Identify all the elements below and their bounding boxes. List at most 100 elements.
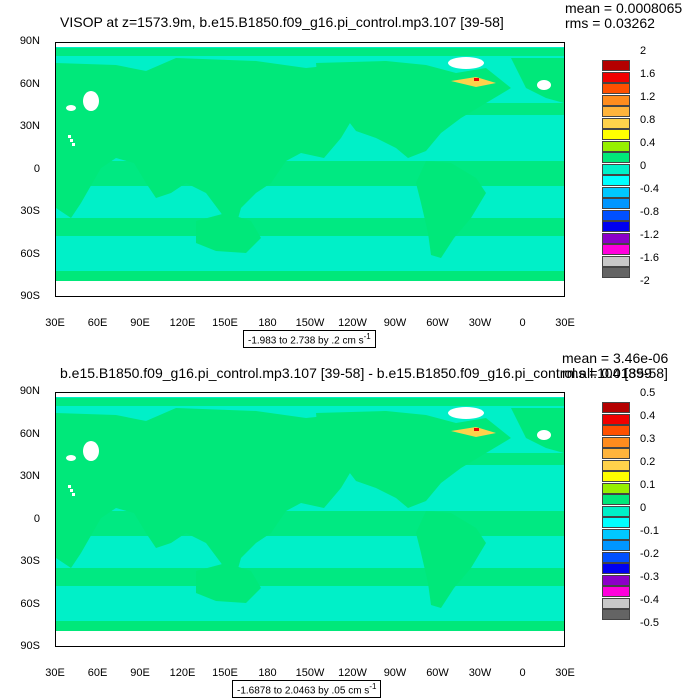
lon-tick-label: 120W	[338, 667, 367, 679]
lon-tick-label: 90E	[130, 667, 150, 679]
lat-tick-label: 90S	[20, 640, 40, 652]
anomaly-peak	[474, 78, 479, 81]
ice-patch	[537, 430, 551, 440]
ice-dot	[72, 493, 75, 496]
lat-tick-label: 90S	[20, 290, 40, 302]
lon-tick-label: 30W	[468, 317, 492, 329]
colorbar-swatch	[602, 267, 630, 278]
colorbar-swatch	[602, 71, 630, 83]
colorbar-swatch	[602, 244, 630, 255]
anomaly-peak	[474, 428, 479, 431]
colorbar-label: -0.1	[640, 525, 659, 537]
colorbar-swatch	[602, 609, 630, 620]
colorbar-swatch	[602, 540, 630, 551]
colorbar-swatch	[602, 482, 630, 494]
lat-tick-label: 60S	[20, 597, 40, 610]
colorbar-swatch	[602, 198, 630, 209]
ocean-band	[56, 398, 564, 406]
lat-tick-label: 30S	[20, 205, 40, 217]
lat-tick-label: 90N	[19, 35, 40, 47]
missing-data-south	[56, 281, 564, 296]
colorbar-label: 0.4	[640, 410, 656, 422]
colorbar-label: -0.4	[640, 183, 659, 195]
colorbar-label: -0.8	[640, 206, 659, 218]
ocean-band	[56, 48, 564, 56]
lon-tick-label: 30W	[468, 667, 492, 679]
colorbar-label: 1.6	[640, 68, 656, 80]
lon-tick-label: 30E	[45, 317, 65, 329]
colorbar-swatch	[602, 186, 630, 198]
lat-tick-label: 0	[33, 162, 40, 175]
lon-tick-label: 0	[519, 317, 526, 329]
lon-tick-label: 90W	[383, 667, 407, 679]
ocean-band	[56, 568, 564, 586]
mean-value: mean = 0.0008065	[565, 0, 683, 16]
colorbar-label: 0.4	[640, 137, 656, 149]
lon-tick-label: 150E	[212, 667, 238, 679]
colorbar-swatch	[602, 402, 630, 413]
ice-dot	[70, 489, 73, 492]
colorbar-swatch	[602, 94, 630, 106]
lat-tick-label: 90N	[19, 385, 40, 397]
panel-title: VISOP at z=1573.9m, b.e15.B1850.f09_g16.…	[60, 14, 504, 30]
land-mass	[56, 408, 396, 583]
colorbar-swatch	[602, 175, 630, 186]
colorbar-label: -0.2	[640, 548, 659, 560]
contour-range-text: -1.983 to 2.738 by .2 cm s	[248, 335, 364, 347]
colorbar-swatch	[602, 255, 630, 267]
lat-tick-label: 60S	[20, 247, 40, 260]
colorbar-label: 0.2	[640, 456, 656, 468]
colorbar-label: -0.3	[640, 571, 659, 583]
land-mass	[511, 408, 564, 453]
map-svg	[56, 43, 564, 296]
map-svg	[56, 393, 564, 646]
panel-title: b.e15.B1850.f09_g16.pi_control.mp3.107 […	[60, 365, 668, 381]
ice-patch	[66, 455, 76, 461]
lon-tick-label: 30E	[555, 667, 575, 679]
ice-patch	[83, 91, 99, 111]
lon-tick-label: 120E	[169, 667, 196, 679]
panel-top: VISOP at z=1573.9m, b.e15.B1850.f09_g16.…	[19, 0, 683, 349]
colorbar-swatch	[602, 517, 630, 528]
ice-dot	[72, 143, 75, 146]
lon-tick-label: 150W	[295, 667, 325, 679]
colorbar-label: -0.4	[640, 594, 659, 606]
colorbar-label: -1.2	[640, 229, 659, 241]
colorbar-label: 2	[640, 45, 647, 57]
land-mass	[196, 563, 261, 603]
mean-value: mean = 3.46e-06	[562, 350, 669, 366]
colorbar-swatch	[602, 413, 630, 425]
land-mass	[416, 511, 486, 608]
colorbar-swatch	[602, 83, 630, 94]
colorbar-label: 0.5	[640, 387, 656, 399]
ocean-band	[56, 218, 564, 236]
contour-range-box: -1.983 to 2.738 by .2 cm s-1	[243, 330, 376, 349]
contour-range-exponent: -1	[369, 682, 377, 691]
map-plot	[55, 392, 565, 647]
lon-tick-label: 180	[258, 667, 277, 679]
rms-value: rms = 0.01859	[562, 365, 652, 381]
lat-tick-label: 30N	[19, 470, 40, 482]
ice-patch	[66, 105, 76, 111]
colorbar-swatch	[602, 60, 630, 71]
ice-patch	[448, 407, 484, 419]
ice-patch	[537, 80, 551, 90]
colorbar-swatch	[602, 140, 630, 152]
colorbar-swatch	[602, 528, 630, 540]
lon-tick-label: 90E	[130, 317, 150, 329]
lon-tick-label: 120E	[169, 317, 196, 329]
ocean-band	[56, 161, 564, 186]
panel-bottom: b.e15.B1850.f09_g16.pi_control.mp3.107 […	[0, 350, 700, 700]
contour-range-text: -1.6878 to 2.0463 by .05 cm s	[237, 685, 370, 697]
land-mass	[416, 161, 486, 258]
lon-tick-label: 90W	[383, 317, 407, 329]
rms-value: rms = 0.03262	[565, 15, 655, 31]
colorbar-swatch	[602, 448, 630, 459]
anomaly-streak	[451, 77, 496, 87]
map-plot	[55, 42, 565, 297]
lat-tick-label: 30S	[20, 555, 40, 567]
colorbar-label: -2	[640, 275, 650, 287]
colorbar-swatch	[602, 152, 630, 163]
contour-range-exponent: -1	[363, 332, 371, 341]
colorbar-swatch	[602, 471, 630, 482]
